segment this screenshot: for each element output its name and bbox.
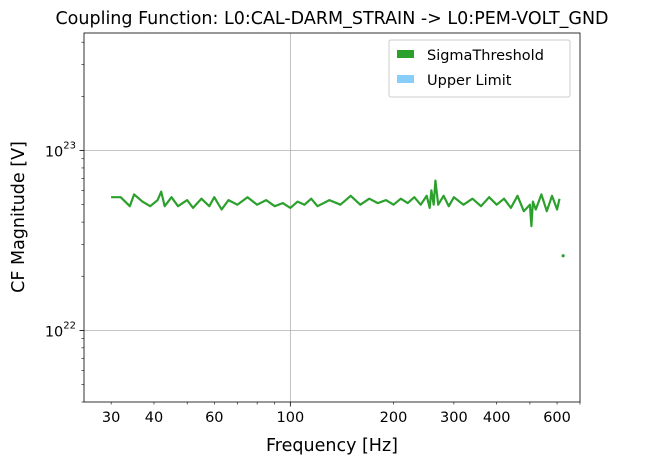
x-tick-label: 40 bbox=[145, 410, 163, 426]
legend-swatch-sigmathreshold bbox=[397, 50, 414, 58]
legend-swatch-upper-limit bbox=[397, 75, 414, 83]
x-tick-label: 200 bbox=[380, 410, 408, 426]
x-tick-label: 400 bbox=[483, 410, 511, 426]
y-tick-label: 1023 bbox=[45, 141, 76, 161]
x-tick-label: 300 bbox=[440, 410, 468, 426]
plot-frame bbox=[83, 32, 581, 403]
data-point-outlier bbox=[561, 254, 565, 258]
x-tick-label: 600 bbox=[543, 410, 571, 426]
y-tick-label: 1022 bbox=[45, 320, 76, 340]
axis-ticks: 30 40 60 100 200 300 400 600 1022 1023 bbox=[45, 41, 581, 426]
legend: SigmaThreshold Upper Limit bbox=[388, 39, 571, 98]
chart-title: Coupling Function: L0:CAL-DARM_STRAIN ->… bbox=[55, 9, 608, 29]
y-axis-label: CF Magnitude [V] bbox=[9, 141, 29, 293]
x-tick-label: 30 bbox=[102, 410, 120, 426]
series-layer bbox=[111, 179, 565, 258]
series-line-0 bbox=[111, 179, 561, 228]
legend-label-upper-limit: Upper Limit bbox=[427, 73, 512, 89]
x-tick-label: 60 bbox=[205, 410, 223, 426]
grid-lines bbox=[84, 33, 580, 402]
legend-label-sigmathreshold: SigmaThreshold bbox=[427, 48, 544, 64]
x-axis-label: Frequency [Hz] bbox=[266, 436, 398, 456]
x-tick-label: 100 bbox=[277, 410, 305, 426]
legend-box bbox=[388, 39, 571, 98]
